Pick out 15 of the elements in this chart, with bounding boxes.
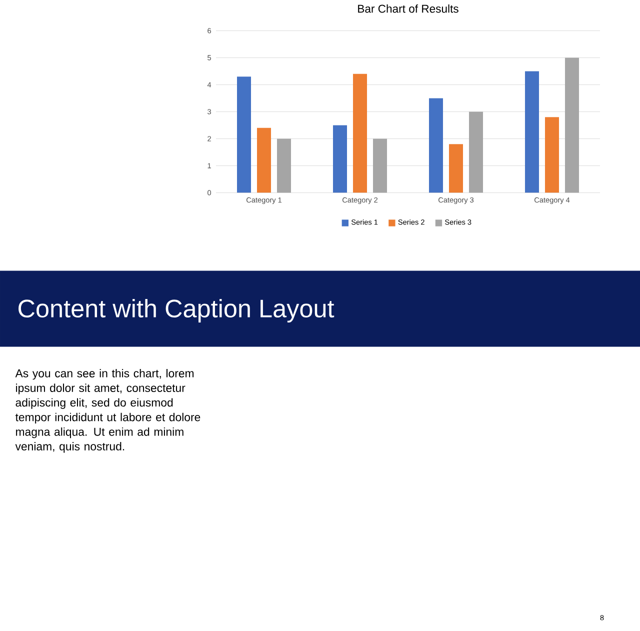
bar — [257, 128, 271, 193]
bar — [544, 117, 559, 193]
bar — [277, 138, 291, 193]
bar — [237, 76, 251, 193]
bar — [428, 98, 443, 193]
bar — [468, 112, 483, 193]
bar — [373, 138, 387, 193]
bar — [333, 125, 347, 193]
bar — [353, 74, 367, 193]
bar — [564, 58, 579, 193]
text: Content with Caption Layout — [18, 299, 334, 323]
bar — [448, 144, 463, 193]
bar — [524, 71, 539, 193]
chart-title: Bar Chart of Results — [358, 4, 458, 13]
text: As you can see in this chart, lorem ipsum dolor sit amet, consectetur adipiscing elit, sed do eiusmod tempor incididunt ut labore et dolore magna aliqua. Ut enim ad minim veniam, quis nostrud. — [15, 369, 200, 453]
